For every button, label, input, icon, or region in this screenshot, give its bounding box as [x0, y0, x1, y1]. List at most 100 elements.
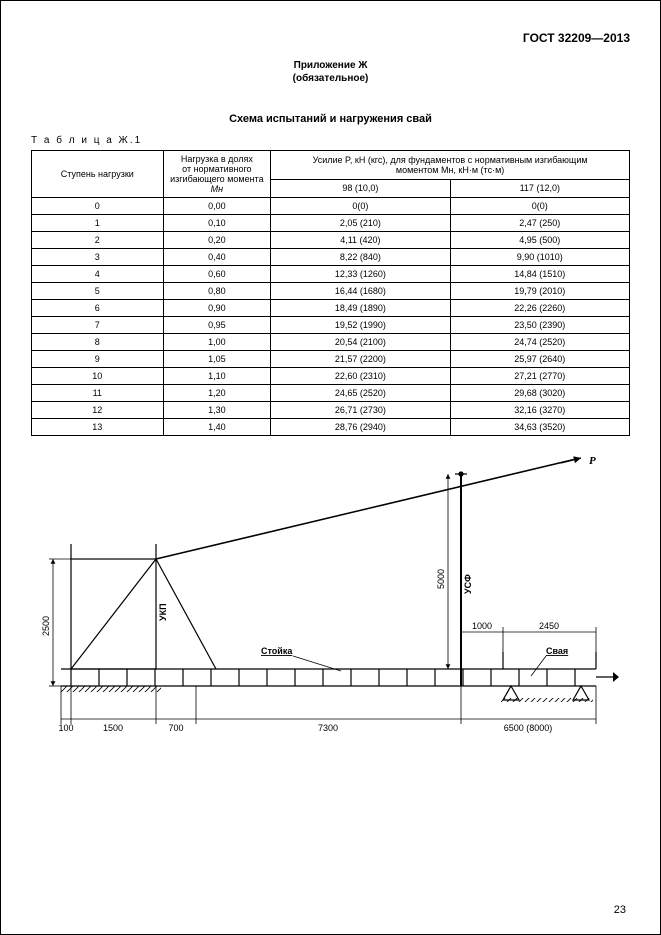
label-ukp: УКП — [158, 603, 168, 621]
cell-frac: 1,10 — [163, 368, 271, 385]
table-row: 70,9519,52 (1990)23,50 (2390) — [32, 317, 630, 334]
cell-p1: 21,57 (2200) — [271, 351, 450, 368]
cell-step: 8 — [32, 334, 164, 351]
cell-frac: 0,95 — [163, 317, 271, 334]
diagram-container: P УКП УСФ Стойка Свая 100 1500 700 — [31, 454, 630, 744]
cell-frac: 0,00 — [163, 198, 271, 215]
dim-2450: 2450 — [538, 621, 558, 631]
dim-6500: 6500 (8000) — [503, 723, 552, 733]
cell-frac: 1,40 — [163, 419, 271, 436]
table-row: 121,3026,71 (2730)32,16 (3270) — [32, 402, 630, 419]
cell-p2: 29,68 (3020) — [450, 385, 629, 402]
cell-p1: 19,52 (1990) — [271, 317, 450, 334]
cell-p1: 18,49 (1890) — [271, 300, 450, 317]
cell-p2: 4,95 (500) — [450, 232, 629, 249]
cell-p2: 22,26 (2260) — [450, 300, 629, 317]
table-row: 60,9018,49 (1890)22,26 (2260) — [32, 300, 630, 317]
cell-step: 10 — [32, 368, 164, 385]
annex-line2: (обязательное) — [293, 73, 369, 84]
cell-frac: 0,80 — [163, 283, 271, 300]
label-p: P — [589, 455, 596, 467]
cell-p2: 14,84 (1510) — [450, 266, 629, 283]
th-frac-l1: Нагрузка в долях — [181, 154, 253, 164]
dim-1000: 1000 — [471, 621, 491, 631]
cell-step: 12 — [32, 402, 164, 419]
label-stoika: Стойка — [261, 646, 293, 656]
dim-700: 700 — [168, 723, 183, 733]
table-row: 30,408,22 (840)9,90 (1010) — [32, 249, 630, 266]
dim-2500: 2500 — [41, 616, 51, 636]
cell-step: 0 — [32, 198, 164, 215]
page: ГОСТ 32209—2013 Приложение Ж (обязательн… — [0, 0, 661, 935]
table-row: 131,4028,76 (2940)34,63 (3520) — [32, 419, 630, 436]
cell-frac: 0,60 — [163, 266, 271, 283]
table-row: 50,8016,44 (1680)19,79 (2010) — [32, 283, 630, 300]
th-step: Ступень нагрузки — [32, 151, 164, 198]
diagram-lines — [61, 459, 619, 702]
cell-p2: 0(0) — [450, 198, 629, 215]
cell-p2: 25,97 (2640) — [450, 351, 629, 368]
label-usf: УСФ — [463, 574, 473, 594]
table-row: 111,2024,65 (2520)29,68 (3020) — [32, 385, 630, 402]
label-svaya-group: Свая — [531, 646, 568, 676]
dim-5000: 5000 — [436, 569, 446, 589]
document-code: ГОСТ 32209—2013 — [31, 31, 630, 45]
table-body: 00,000(0)0(0)10,102,05 (210)2,47 (250)20… — [32, 198, 630, 436]
label-svaya: Свая — [546, 646, 568, 656]
cell-p1: 4,11 (420) — [271, 232, 450, 249]
th-force-l2: моментом Mн, кН·м (тс·м) — [396, 165, 504, 175]
table-row: 20,204,11 (420)4,95 (500) — [32, 232, 630, 249]
cell-step: 7 — [32, 317, 164, 334]
cell-step: 11 — [32, 385, 164, 402]
annex-line1: Приложение Ж — [294, 60, 368, 71]
cell-p1: 24,65 (2520) — [271, 385, 450, 402]
cell-frac: 0,90 — [163, 300, 271, 317]
cell-step: 4 — [32, 266, 164, 283]
th-frac-l2: от нормативного — [182, 164, 251, 174]
cell-p1: 0(0) — [271, 198, 450, 215]
table-row: 101,1022,60 (2310)27,21 (2770) — [32, 368, 630, 385]
dim-100: 100 — [58, 723, 73, 733]
th-force-l1: Усилие P, кН (кгс), для фундаментов с но… — [313, 155, 588, 165]
cell-p2: 34,63 (3520) — [450, 419, 629, 436]
cell-p1: 8,22 (840) — [271, 249, 450, 266]
cell-p2: 9,90 (1010) — [450, 249, 629, 266]
top-dimensions — [461, 627, 596, 669]
cell-p2: 23,50 (2390) — [450, 317, 629, 334]
cell-p1: 2,05 (210) — [271, 215, 450, 232]
cell-p2: 24,74 (2520) — [450, 334, 629, 351]
table-row: 81,0020,54 (2100)24,74 (2520) — [32, 334, 630, 351]
table-head: Ступень нагрузки Нагрузка в долях от нор… — [32, 151, 630, 198]
cell-p1: 12,33 (1260) — [271, 266, 450, 283]
th-frac-l4: Mн — [211, 184, 223, 194]
dim-7300: 7300 — [317, 723, 337, 733]
table-row: 91,0521,57 (2200)25,97 (2640) — [32, 351, 630, 368]
th-p2: 117 (12,0) — [450, 179, 629, 197]
dim-1500: 1500 — [102, 723, 122, 733]
annex-heading: Приложение Ж (обязательное) — [31, 59, 630, 85]
cell-p2: 27,21 (2770) — [450, 368, 629, 385]
page-number: 23 — [614, 904, 626, 916]
cell-frac: 1,30 — [163, 402, 271, 419]
cell-p1: 16,44 (1680) — [271, 283, 450, 300]
table-head-row1: Ступень нагрузки Нагрузка в долях от нор… — [32, 151, 630, 180]
cell-p1: 28,76 (2940) — [271, 419, 450, 436]
table-row: 00,000(0)0(0) — [32, 198, 630, 215]
cell-step: 13 — [32, 419, 164, 436]
cell-step: 2 — [32, 232, 164, 249]
cell-step: 5 — [32, 283, 164, 300]
left-dimension — [49, 559, 71, 686]
table-row: 10,102,05 (210)2,47 (250) — [32, 215, 630, 232]
load-table: Ступень нагрузки Нагрузка в долях от нор… — [31, 150, 630, 436]
cell-frac: 0,40 — [163, 249, 271, 266]
cell-frac: 1,20 — [163, 385, 271, 402]
th-frac-l3: изгибающего момента — [170, 174, 263, 184]
cell-p1: 20,54 (2100) — [271, 334, 450, 351]
scheme-title: Схема испытаний и нагружения свай — [31, 113, 630, 125]
label-stoika-group: Стойка — [261, 646, 341, 671]
cell-step: 6 — [32, 300, 164, 317]
cell-step: 1 — [32, 215, 164, 232]
table-row: 40,6012,33 (1260)14,84 (1510) — [32, 266, 630, 283]
th-force-top: Усилие P, кН (кгс), для фундаментов с но… — [271, 151, 630, 180]
cell-frac: 0,10 — [163, 215, 271, 232]
